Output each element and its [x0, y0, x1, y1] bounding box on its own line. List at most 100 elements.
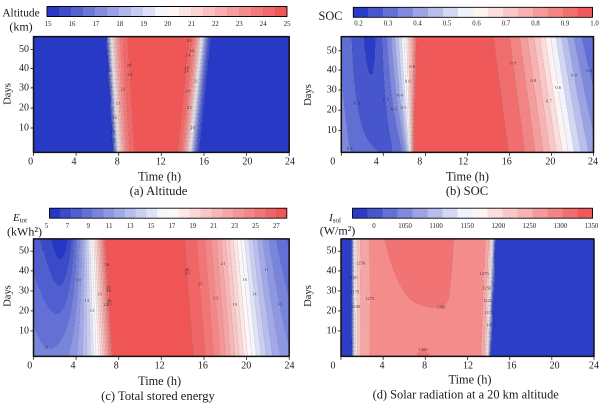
svg-text:0.6: 0.6	[472, 21, 481, 28]
svg-text:8: 8	[422, 360, 427, 371]
svg-text:26: 26	[107, 298, 112, 303]
svg-text:40: 40	[19, 265, 29, 276]
svg-text:1100: 1100	[348, 275, 358, 280]
svg-text:Time (h): Time (h)	[446, 169, 489, 183]
svg-text:1200: 1200	[351, 304, 361, 309]
svg-text:0.9: 0.9	[510, 60, 516, 65]
svg-text:1200: 1200	[492, 223, 506, 230]
svg-text:Time (h): Time (h)	[138, 169, 181, 183]
svg-text:Etot: Etot	[12, 212, 27, 225]
svg-text:1150: 1150	[461, 223, 475, 230]
svg-text:0.8: 0.8	[409, 64, 415, 69]
svg-text:24: 24	[260, 21, 267, 28]
svg-text:24: 24	[285, 360, 295, 371]
svg-text:17: 17	[169, 223, 176, 230]
svg-text:0.8: 0.8	[531, 78, 537, 83]
svg-text:0.6: 0.6	[555, 85, 561, 90]
svg-text:1075: 1075	[486, 323, 496, 328]
svg-text:0.7: 0.7	[546, 98, 552, 103]
svg-text:1250: 1250	[356, 261, 366, 266]
svg-text:20: 20	[190, 125, 195, 130]
svg-text:1050: 1050	[398, 223, 412, 230]
svg-text:23: 23	[104, 302, 109, 307]
svg-text:40: 40	[327, 265, 337, 276]
svg-text:4: 4	[374, 156, 379, 167]
svg-text:1175: 1175	[350, 290, 360, 295]
svg-text:24: 24	[187, 38, 192, 43]
svg-text:9: 9	[45, 345, 48, 350]
svg-text:23: 23	[121, 87, 126, 92]
svg-text:19: 19	[189, 223, 196, 230]
svg-text:1300: 1300	[436, 305, 446, 310]
svg-text:21: 21	[188, 21, 195, 28]
svg-text:4: 4	[71, 360, 76, 371]
svg-text:(km): (km)	[9, 20, 32, 34]
svg-text:1275: 1275	[480, 271, 490, 276]
svg-text:12: 12	[156, 156, 166, 167]
svg-text:0.5: 0.5	[443, 21, 452, 28]
svg-text:50: 50	[327, 246, 337, 257]
svg-text:1300: 1300	[554, 223, 568, 230]
svg-text:1275: 1275	[365, 296, 375, 301]
svg-text:20: 20	[19, 103, 29, 114]
svg-text:26: 26	[106, 285, 111, 290]
svg-text:Days: Days	[3, 285, 14, 307]
svg-text:25: 25	[198, 282, 203, 287]
svg-text:26: 26	[185, 270, 190, 275]
svg-text:8: 8	[417, 156, 422, 167]
svg-text:(d) Solar radiation at a 20 km: (d) Solar radiation at a 20 km altitude	[373, 388, 560, 402]
svg-text:16: 16	[507, 360, 517, 371]
svg-text:16: 16	[198, 360, 208, 371]
svg-text:0.3: 0.3	[347, 146, 353, 151]
svg-text:15: 15	[90, 308, 95, 313]
svg-text:12: 12	[458, 156, 468, 167]
svg-text:12: 12	[463, 360, 473, 371]
svg-text:21: 21	[210, 223, 217, 230]
svg-text:20: 20	[19, 305, 29, 316]
svg-text:50: 50	[19, 44, 29, 55]
svg-text:50: 50	[327, 45, 337, 56]
svg-text:Days: Days	[303, 84, 314, 106]
svg-text:10: 10	[76, 277, 81, 282]
svg-text:14: 14	[252, 292, 257, 297]
svg-text:7: 7	[66, 223, 70, 230]
svg-text:20: 20	[242, 156, 252, 167]
svg-text:20: 20	[545, 156, 555, 167]
svg-text:16: 16	[107, 68, 112, 73]
svg-text:1225: 1225	[483, 298, 493, 303]
svg-text:Altitude: Altitude	[2, 8, 39, 20]
svg-text:23: 23	[231, 223, 238, 230]
svg-text:26: 26	[107, 302, 112, 307]
svg-text:30: 30	[19, 285, 29, 296]
svg-text:1100: 1100	[429, 223, 443, 230]
svg-text:0: 0	[331, 360, 336, 371]
svg-text:15: 15	[107, 84, 112, 89]
svg-text:13: 13	[127, 223, 134, 230]
svg-text:30: 30	[327, 285, 337, 296]
svg-text:1175: 1175	[485, 310, 495, 315]
svg-text:8: 8	[114, 360, 119, 371]
svg-text:0.6: 0.6	[405, 78, 411, 83]
svg-text:25: 25	[252, 223, 259, 230]
svg-text:0.4: 0.4	[413, 21, 422, 28]
svg-text:40: 40	[19, 63, 29, 74]
svg-text:0.3: 0.3	[384, 21, 393, 28]
svg-text:24: 24	[185, 89, 190, 94]
svg-text:0.7: 0.7	[502, 21, 511, 28]
svg-text:23: 23	[236, 21, 243, 28]
svg-text:17: 17	[93, 21, 100, 28]
svg-text:1250: 1250	[482, 286, 492, 291]
svg-text:Days: Days	[303, 285, 314, 307]
svg-text:16: 16	[242, 277, 247, 282]
svg-text:18: 18	[112, 115, 117, 120]
svg-text:26: 26	[105, 262, 110, 267]
svg-text:10: 10	[19, 325, 29, 336]
svg-text:27: 27	[273, 223, 280, 230]
svg-text:0.4: 0.4	[571, 72, 577, 77]
svg-text:(c) Total stored energy: (c) Total stored energy	[101, 389, 215, 403]
svg-text:SOC: SOC	[319, 9, 343, 23]
svg-text:19: 19	[233, 302, 238, 307]
svg-text:19: 19	[97, 292, 102, 297]
svg-text:1300: 1300	[418, 347, 428, 352]
svg-text:(a) Altitude: (a) Altitude	[130, 184, 188, 198]
